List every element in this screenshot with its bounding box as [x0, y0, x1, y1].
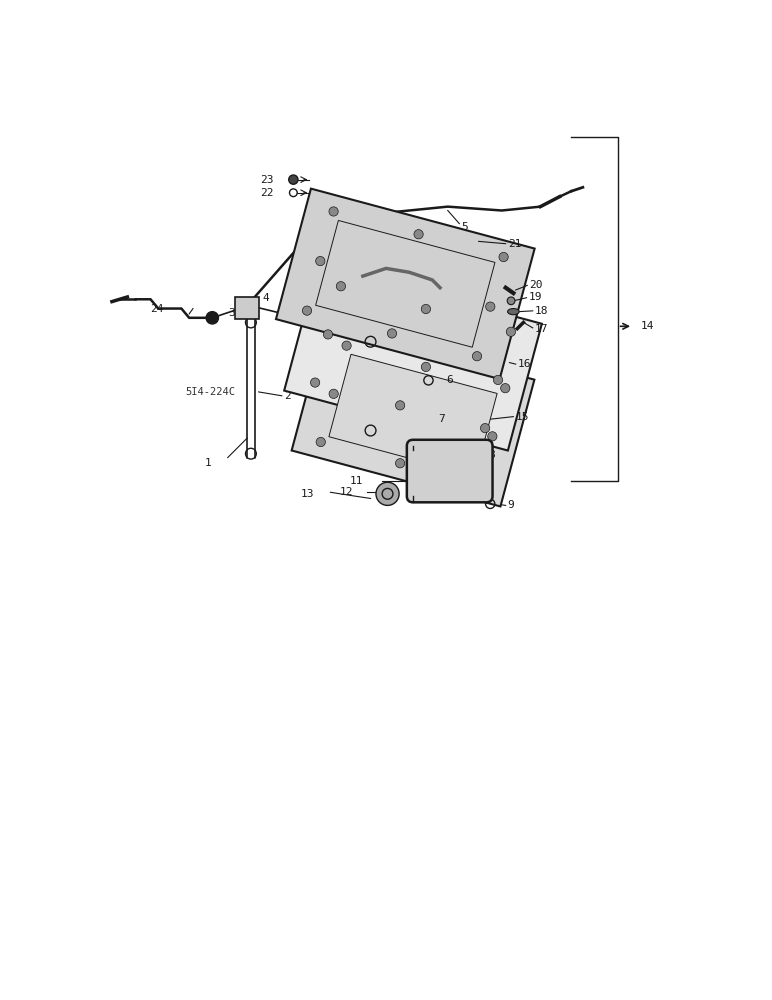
Circle shape	[395, 459, 405, 468]
Circle shape	[454, 464, 472, 482]
Text: 22: 22	[261, 188, 274, 198]
Text: 7: 7	[438, 414, 445, 424]
Text: 14: 14	[641, 321, 654, 331]
Circle shape	[323, 330, 333, 339]
Text: 5I4-224C: 5I4-224C	[185, 387, 235, 397]
Circle shape	[388, 329, 397, 338]
Text: 9: 9	[507, 500, 514, 510]
Text: 2: 2	[284, 391, 291, 401]
Circle shape	[422, 362, 431, 372]
Text: 12: 12	[340, 487, 353, 497]
Polygon shape	[276, 189, 535, 379]
Circle shape	[329, 389, 338, 398]
Circle shape	[507, 297, 515, 305]
Circle shape	[342, 341, 351, 350]
Circle shape	[422, 459, 450, 487]
Circle shape	[486, 302, 495, 311]
Text: 18: 18	[535, 306, 548, 316]
Polygon shape	[316, 220, 495, 347]
Polygon shape	[329, 354, 497, 476]
Circle shape	[414, 230, 423, 239]
Circle shape	[337, 282, 346, 291]
Circle shape	[422, 304, 431, 314]
Text: 15: 15	[516, 412, 529, 422]
Text: 17: 17	[535, 324, 548, 334]
Text: 19: 19	[529, 292, 542, 302]
Circle shape	[317, 437, 326, 447]
Text: 8: 8	[488, 450, 495, 460]
Ellipse shape	[508, 309, 519, 315]
Text: 5: 5	[462, 222, 469, 232]
FancyBboxPatch shape	[407, 440, 493, 502]
Text: 3: 3	[228, 308, 235, 318]
Circle shape	[376, 482, 399, 505]
Circle shape	[329, 207, 338, 216]
Text: 11: 11	[350, 476, 363, 486]
Text: 1: 1	[205, 458, 212, 468]
Bar	[235, 297, 259, 319]
Text: 4: 4	[262, 293, 269, 303]
Circle shape	[472, 352, 482, 361]
Circle shape	[488, 432, 497, 441]
Text: 21: 21	[508, 239, 521, 249]
Circle shape	[475, 480, 484, 489]
Circle shape	[395, 401, 405, 410]
Polygon shape	[292, 324, 534, 506]
Text: 16: 16	[517, 359, 530, 369]
Circle shape	[310, 378, 320, 387]
Circle shape	[500, 384, 510, 393]
Polygon shape	[284, 264, 542, 451]
Circle shape	[499, 252, 508, 262]
Circle shape	[480, 423, 489, 433]
Text: 6: 6	[446, 375, 453, 385]
Circle shape	[303, 306, 312, 315]
Text: 13: 13	[301, 489, 314, 499]
Circle shape	[506, 327, 516, 336]
Circle shape	[206, 312, 218, 324]
Text: 20: 20	[530, 280, 543, 290]
Circle shape	[289, 175, 298, 184]
Text: 24: 24	[151, 304, 164, 314]
Circle shape	[428, 465, 444, 481]
Circle shape	[493, 375, 503, 385]
Circle shape	[316, 256, 325, 266]
Text: 23: 23	[261, 175, 274, 185]
